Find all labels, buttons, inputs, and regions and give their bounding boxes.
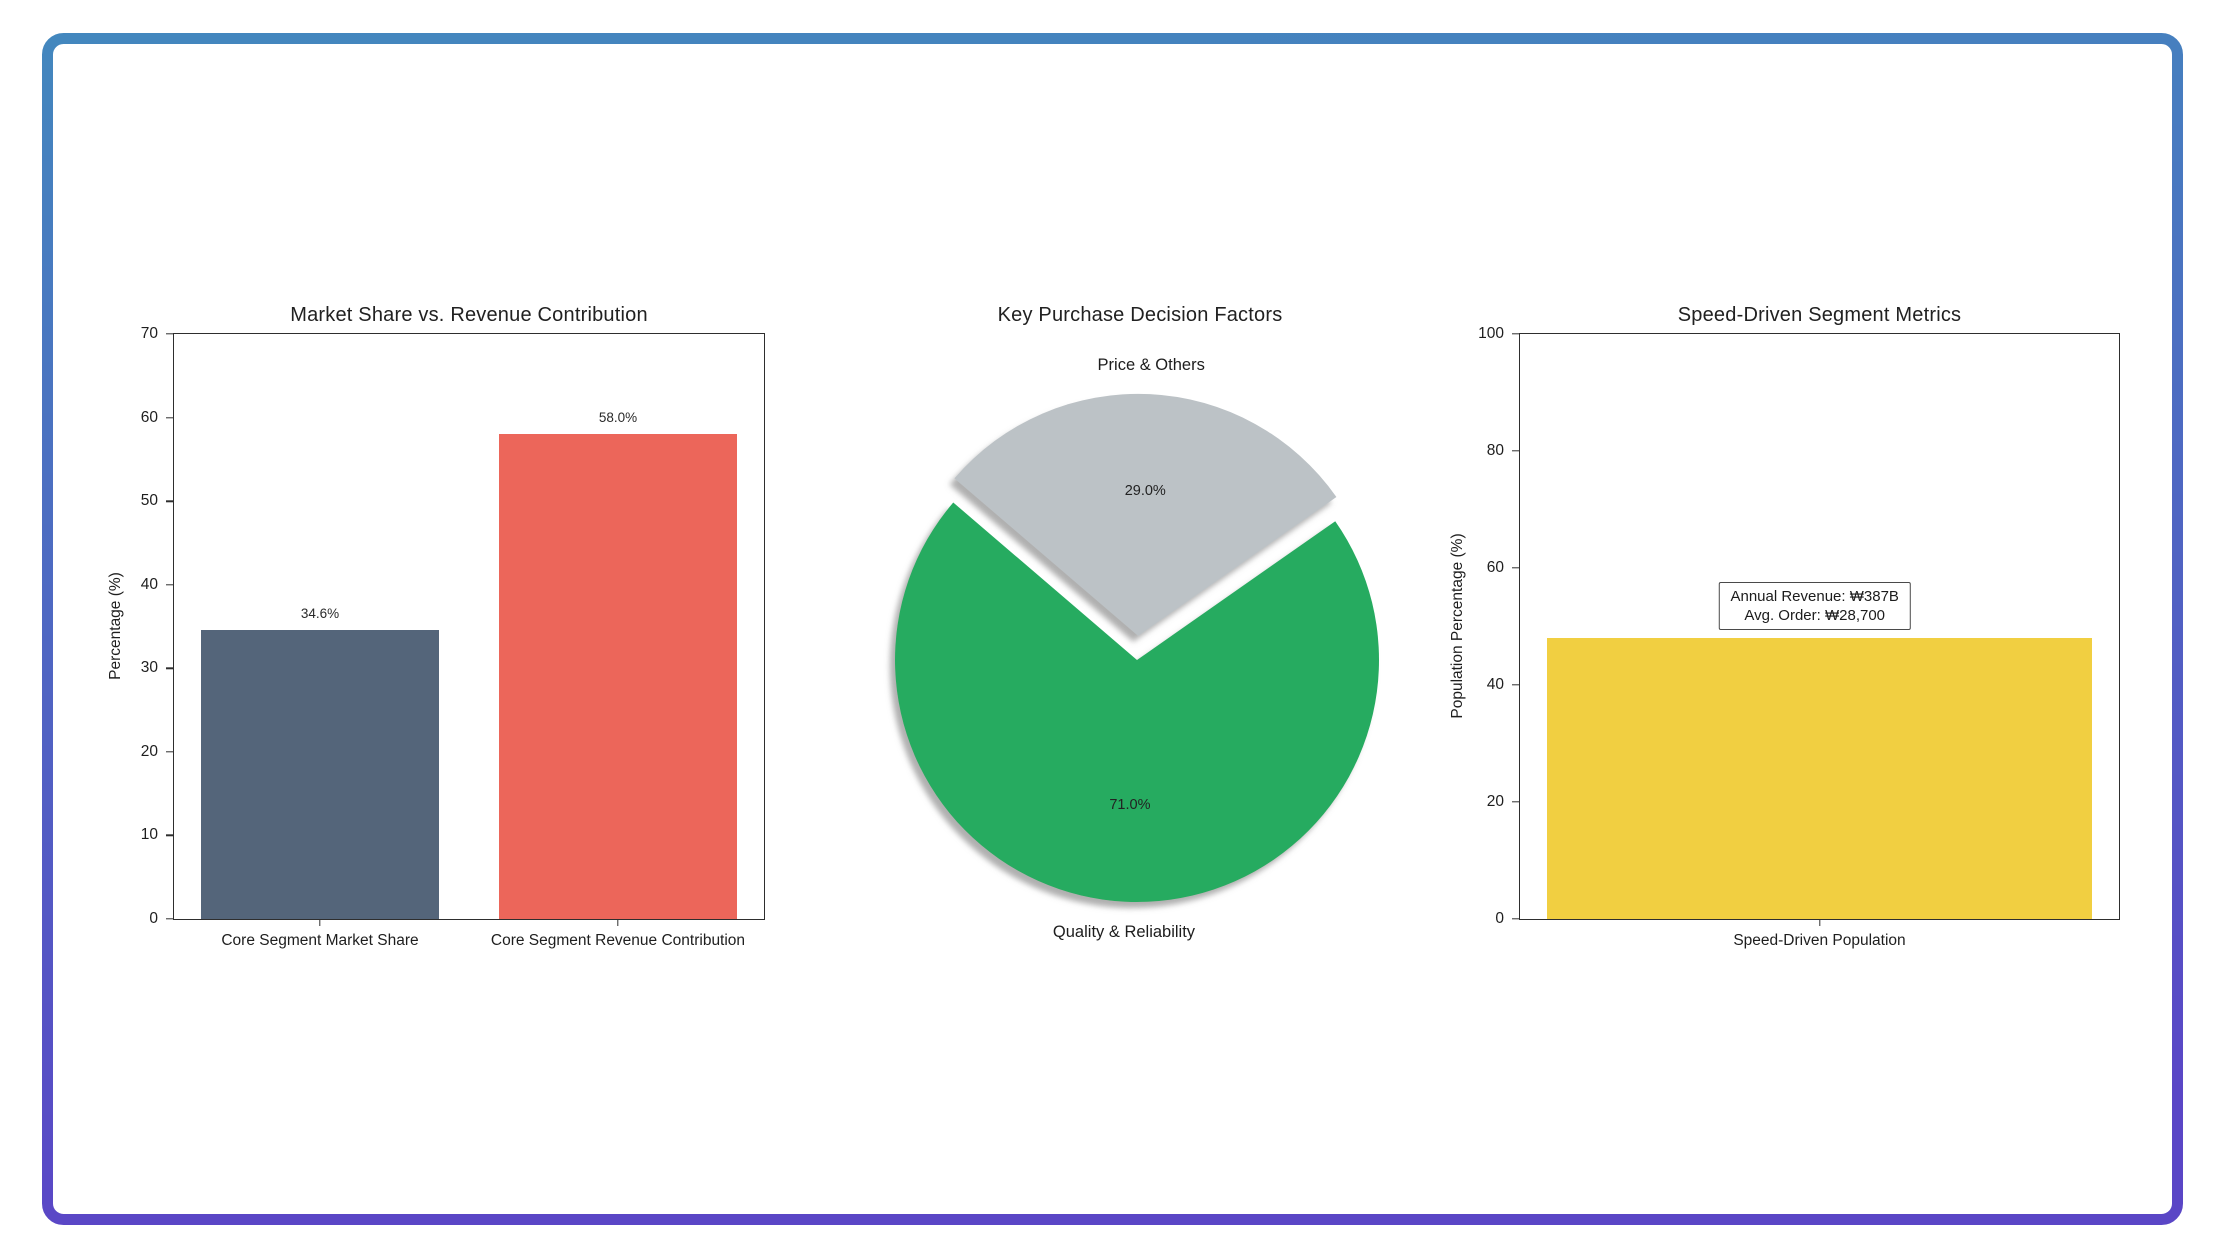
y-tick-label: 60 [140,408,158,426]
pie-slice-1 [954,393,1337,636]
y-tick-mark [1512,450,1520,452]
chart1-plot-area: 0 10 20 30 40 50 60 70 34.6% Core Segment Market … [141,325,765,949]
y-tick-label: 40 [1486,676,1504,693]
chart1-title: Market Share vs. Revenue Contribution [290,304,648,326]
bar-primary [200,629,440,919]
chart3-title: Speed-Driven Segment Metrics [1677,304,1962,326]
y-tick-mark [166,918,174,920]
y-tick-label: 30 [140,659,158,677]
y-tick-label: 0 [1495,910,1504,927]
y-tick-label: 50 [140,492,158,510]
x-tick-label: Core Segment Market Share [221,932,419,949]
annotation-line: Annual Revenue: ₩387B [1730,588,1899,605]
y-tick-mark [166,667,174,669]
pie-pct-label-0: 71.0% [1109,797,1150,813]
chart3-plot-area: 0 20 40 60 80 100 Speed-Driven Population Annua… [1478,325,2120,949]
y-tick-label: 0 [149,910,158,927]
pie-slice-0 [895,502,1379,903]
y-tick-mark [1512,918,1520,920]
x-tick-mark [617,919,619,926]
x-tick-label: Core Segment Revenue Contribution [490,932,746,949]
y-tick-label: 60 [1486,559,1504,576]
y-tick-mark [166,751,174,753]
annotation-box: Annual Revenue: ₩387B Avg. Order: ₩28,700 [1718,582,1911,631]
x-tick-mark [1818,919,1821,926]
bar-primary [1546,638,2093,919]
annotation-line: Avg. Order: ₩28,700 [1744,607,1886,625]
x-tick-label: Speed-Driven Population [1733,932,1906,949]
y-tick-label: 10 [140,826,158,844]
y-tick-label: 20 [1486,793,1504,810]
y-tick-mark [166,333,174,335]
y-tick-label: 40 [140,575,158,593]
pie-slice-label-1: Price & Others [1098,356,1205,374]
pie-chart-svg: 71.0% Quality & Reliability 29.0% Price & O… [895,356,1379,941]
y-tick-label: 80 [1486,442,1504,459]
pie-slice-label-0: Quality & Reliability [1053,923,1196,941]
y-tick-mark [1512,567,1520,569]
y-tick-mark [166,834,174,837]
bar-value-label: 34.6% [300,605,340,621]
y-tick-label: 20 [140,742,158,760]
pie-chart: 71.0% Quality & Reliability 29.0% Price & O… [850,340,1430,980]
y-tick-mark [1512,801,1520,803]
y-tick-label: 100 [1478,325,1504,342]
pie-title: Key Purchase Decision Factors [997,304,1283,326]
y-tick-mark [1512,333,1520,335]
y-tick-mark [1512,684,1520,686]
y-tick-mark [166,500,174,502]
bar-value-label: 58.0% [598,410,638,426]
bar-secondary [498,434,738,919]
border-rect [42,33,2183,1225]
y-tick-label: 70 [140,325,158,342]
x-tick-mark [319,919,321,926]
y-tick-mark [166,584,174,586]
y-tick-mark [166,416,174,419]
pie-pct-label-1: 29.0% [1125,483,1166,499]
